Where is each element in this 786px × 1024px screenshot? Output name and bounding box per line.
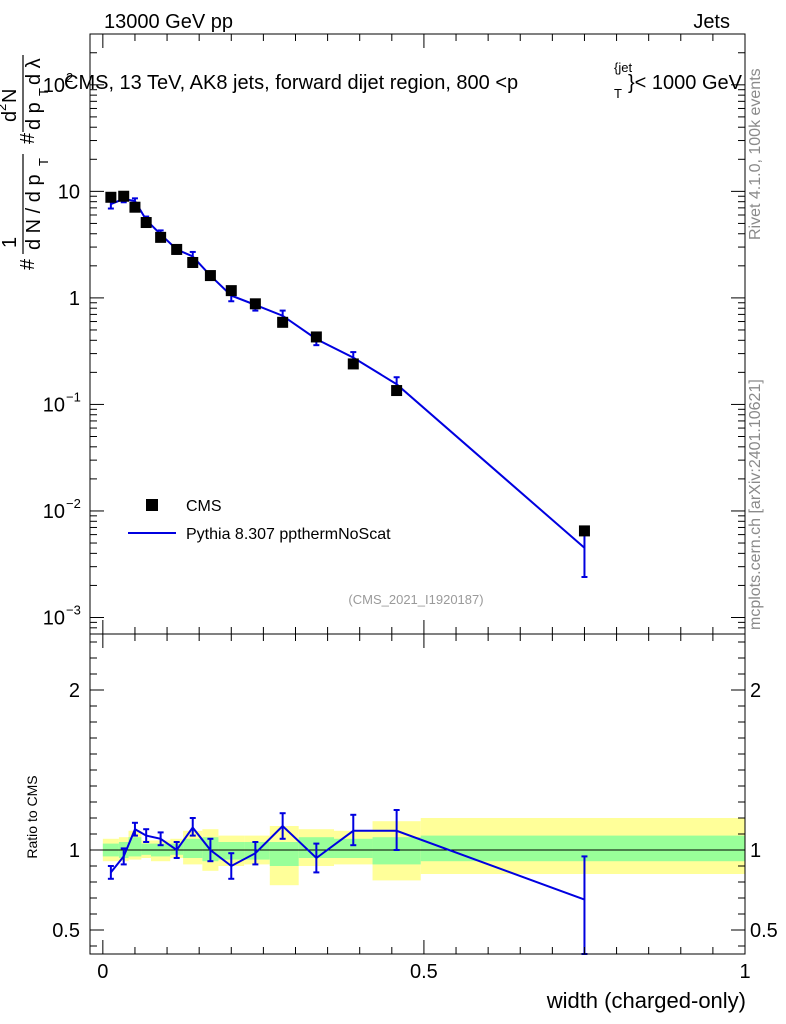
ratio-line	[110, 824, 585, 901]
main-frame	[89, 33, 746, 635]
cms-data-point	[249, 298, 261, 310]
cms-data-point	[187, 256, 199, 268]
main-y-axis-label: # 1 d N / d p T # d 2 N d p T d λ	[0, 55, 53, 270]
title-sup: {jet	[614, 60, 632, 75]
ratio-y-tick-label-left: 0.5	[52, 920, 80, 942]
y-tick-label: 10	[43, 607, 65, 629]
y-axis-label-text: # 1 d N / d p T # d 2 N d p T d λ	[0, 58, 53, 270]
ratio-y-tick-label-left: 1	[69, 840, 80, 862]
cms-data-point	[105, 191, 117, 203]
ratio-frame	[89, 633, 746, 955]
ratio-y-axis-label: Ratio to CMS	[24, 775, 40, 858]
ratio-band-green	[141, 843, 152, 855]
ratio-y-tick-label-right: 2	[750, 680, 761, 702]
header-left: 13000 GeV pp	[104, 11, 233, 33]
y-tick-label-exponent: −2	[66, 496, 81, 511]
main-plot-area	[105, 190, 590, 578]
legend-pythia-label: Pythia 8.307 ppthermNoScat	[186, 526, 391, 543]
x-tick-label: 0	[97, 961, 108, 983]
ratio-y-tick-label-right: 0.5	[750, 920, 778, 942]
analysis-tag: (CMS_2021_I1920187)	[348, 592, 483, 607]
ratio-y-tick-label-right: 1	[750, 840, 761, 862]
title-main: CMS, 13 TeV, AK8 jets, forward dijet reg…	[64, 72, 518, 94]
cms-data-point	[391, 385, 403, 397]
main-ticks	[90, 33, 746, 635]
y-tick-label: 10	[43, 75, 65, 97]
ratio-band-green	[334, 838, 373, 858]
ratio-panel: 0.5 0.51 12 20 0.5 1	[52, 633, 778, 983]
title-sub: T	[614, 86, 622, 101]
cms-data-point	[225, 285, 237, 297]
ratio-bands	[102, 818, 745, 886]
cms-data-point	[140, 217, 152, 229]
svg-text:CMS, 13 TeV, AK8 jets, forward: CMS, 13 TeV, AK8 jets, forward dijet reg…	[64, 72, 518, 94]
x-tick-label: 1	[739, 961, 750, 983]
title-tail: }< 1000 GeV	[628, 72, 743, 94]
cms-data-point	[118, 190, 130, 202]
legend-cms-label: CMS	[186, 498, 222, 515]
legend: CMS Pythia 8.307 ppthermNoScat	[128, 498, 391, 543]
y-tick-label-exponent: −1	[66, 389, 81, 404]
y-tick-label: 10	[43, 501, 65, 523]
ratio-band-green	[269, 842, 299, 866]
cms-data-point	[155, 231, 167, 243]
y-tick-label: 1	[69, 288, 80, 310]
y-tick-label: 10	[43, 394, 65, 416]
ratio-band-green	[128, 837, 142, 857]
y-tick-label-exponent: −3	[66, 602, 81, 617]
header-right: Jets	[693, 11, 730, 33]
mcplots-label: mcplots.cern.ch [arXiv:2401.10621]	[747, 379, 764, 630]
cms-data-point	[578, 525, 590, 537]
y-tick-label-exponent: 2	[66, 70, 73, 85]
cms-data-point	[277, 316, 289, 328]
legend-cms-marker	[146, 499, 158, 511]
cms-data-point	[171, 243, 183, 255]
x-axis-label: width (charged-only)	[546, 988, 746, 1013]
cms-data-point	[129, 201, 141, 213]
rivet-label: Rivet 4.1.0, 100k events	[747, 68, 764, 240]
ratio-band-green	[218, 842, 245, 860]
chart-title: CMS, 13 TeV, AK8 jets, forward dijet reg…	[64, 60, 743, 101]
cms-data-point	[347, 358, 359, 370]
y-tick-label: 10	[58, 181, 80, 203]
ratio-ticks	[90, 634, 746, 954]
ratio-band-green	[183, 838, 203, 858]
cms-data-point	[204, 270, 216, 282]
cms-data-point	[310, 331, 322, 343]
ratio-tick-labels: 0.5 0.51 12 20 0.5 1	[52, 680, 778, 983]
x-tick-label: 0.5	[410, 961, 438, 983]
ratio-y-tick-label-left: 2	[69, 680, 80, 702]
